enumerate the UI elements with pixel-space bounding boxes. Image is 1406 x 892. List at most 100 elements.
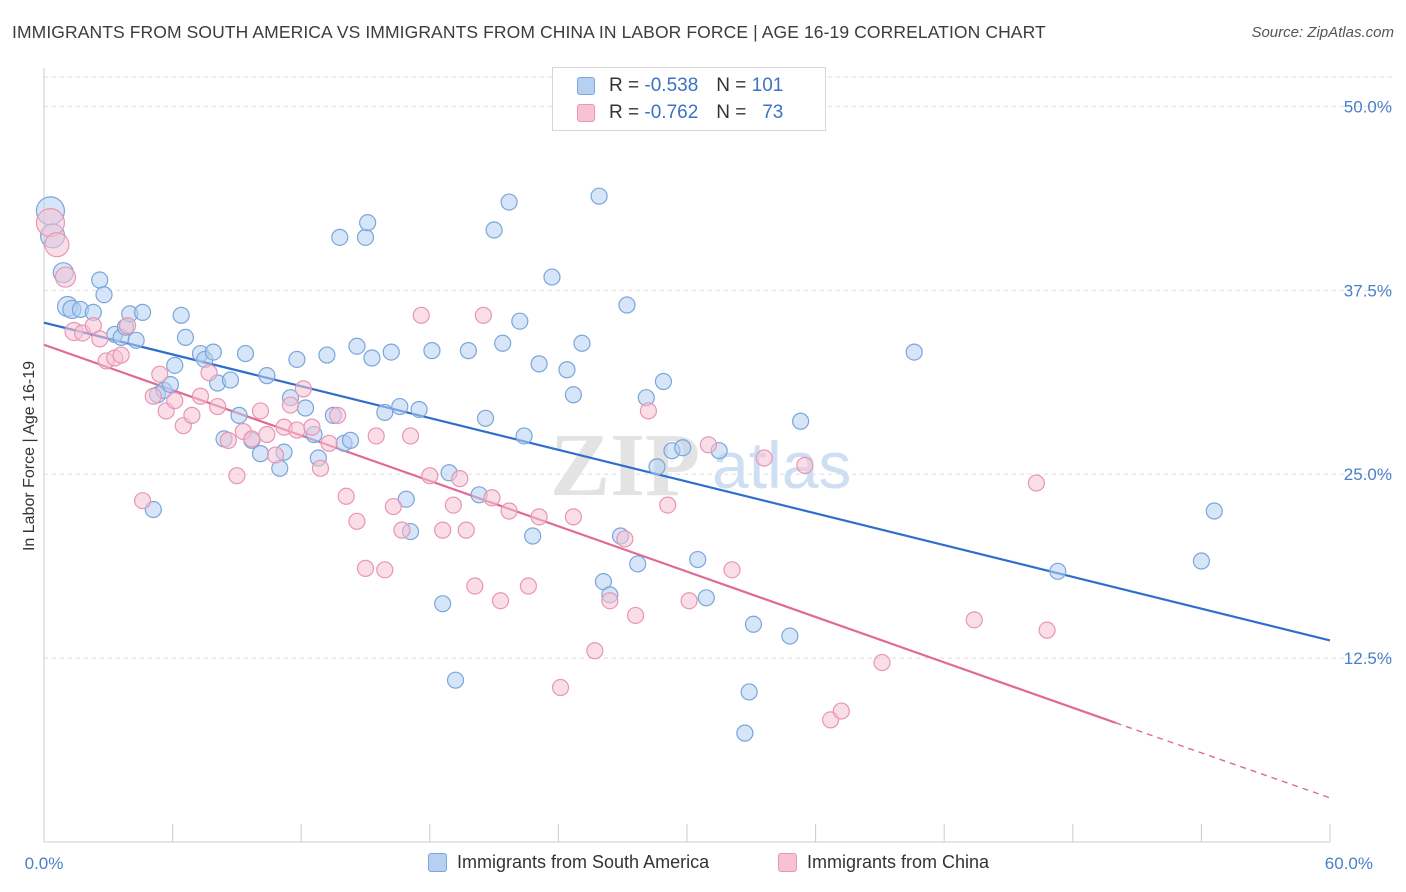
legend-r-label: R = (609, 102, 640, 123)
point-south-america (172, 306, 190, 324)
point-china (320, 434, 338, 452)
point-china (91, 330, 109, 348)
point-china (209, 397, 227, 416)
point-china (228, 467, 246, 485)
point-china (680, 592, 698, 610)
point-china (434, 521, 452, 539)
point-south-america (485, 221, 503, 239)
point-south-america (590, 187, 608, 205)
y-tick-label: 37.5% (1344, 281, 1392, 300)
point-south-america (744, 615, 763, 633)
point-china (54, 266, 77, 288)
point-south-america (573, 334, 591, 352)
series-name-china: Immigrants from China (807, 852, 990, 872)
point-china (796, 456, 814, 474)
point-china (832, 702, 850, 720)
point-south-america (258, 367, 276, 385)
series-legend-china: Immigrants from China (778, 852, 989, 873)
point-china (258, 425, 276, 444)
point-china (639, 402, 658, 420)
point-china (564, 508, 583, 526)
point-south-america (629, 555, 647, 573)
point-south-america (689, 550, 707, 569)
point-south-america (524, 527, 542, 545)
point-south-america (382, 343, 400, 361)
point-south-america (740, 683, 758, 701)
point-south-america (459, 342, 477, 360)
point-china (500, 502, 518, 520)
point-china (626, 606, 645, 625)
legend-n-label: N = (716, 102, 747, 123)
point-china (519, 577, 537, 595)
point-south-america (1205, 502, 1223, 520)
point-china (474, 306, 492, 324)
x-tick-label-max: 60.0% (1325, 854, 1373, 873)
point-china (723, 561, 741, 579)
point-china (601, 592, 619, 610)
point-china (243, 430, 261, 448)
point-china (294, 380, 312, 398)
point-china (183, 406, 201, 424)
data-points (35, 187, 1223, 742)
point-china (303, 418, 321, 436)
point-china (401, 427, 420, 445)
y-axis-label: In Labor Force | Age 16-19 (21, 361, 38, 551)
point-china (444, 496, 462, 514)
point-south-america (127, 331, 145, 349)
point-china (191, 387, 210, 405)
axes (43, 68, 1331, 843)
point-china (166, 392, 184, 410)
point-china (348, 512, 366, 530)
point-china (699, 436, 718, 454)
correlation-legend: R = -0.538 N = 101 R = -0.762 N = 73 (552, 67, 826, 131)
point-south-america (674, 439, 692, 457)
legend-swatch-china (577, 104, 595, 122)
point-china (118, 317, 137, 335)
point-china (421, 467, 439, 485)
point-china (251, 402, 270, 420)
point-south-america (476, 409, 495, 427)
point-south-america (318, 346, 336, 364)
point-china (659, 496, 677, 514)
legend-row-south-america: R = -0.538 N = 101 (577, 74, 783, 98)
point-south-america (391, 397, 409, 416)
y-tick-label: 50.0% (1344, 97, 1392, 116)
point-china (112, 346, 130, 364)
point-south-america (500, 193, 518, 211)
point-china (367, 427, 385, 445)
series-legend-south-america: Immigrants from South America (428, 852, 709, 873)
y-tick-labels: 12.5% 25.0% 37.5% 50.0% (1344, 97, 1392, 668)
point-china (457, 521, 475, 539)
series-name-south-america: Immigrants from South America (457, 852, 710, 872)
point-south-america (494, 334, 512, 352)
point-south-america (230, 406, 248, 424)
point-south-america (348, 337, 366, 355)
point-china (451, 470, 469, 488)
point-china (329, 406, 347, 424)
point-china (281, 396, 300, 414)
point-south-america (515, 427, 533, 445)
point-china (288, 421, 306, 439)
grid-lines (44, 76, 1392, 659)
point-south-america (654, 372, 673, 391)
point-south-america (736, 724, 754, 742)
point-south-america (410, 400, 428, 419)
legend-row-china: R = -0.762 N = 73 (577, 101, 783, 125)
source-credit: Source: ZipAtlas.com (1251, 24, 1394, 41)
trend-lines (43, 321, 1331, 799)
x-tick-labels: 0.0% 60.0% (25, 854, 1373, 873)
point-china (266, 446, 285, 464)
point-south-america (618, 296, 636, 314)
legend-r-label: R = (609, 75, 640, 96)
trend-line-china-extension (1115, 722, 1331, 799)
point-china (151, 365, 169, 383)
point-south-america (251, 445, 270, 463)
point-south-america (166, 356, 184, 374)
series-swatch-south-america (428, 853, 447, 872)
point-china (1027, 474, 1045, 492)
point-south-america (648, 458, 666, 476)
series-swatch-china (778, 853, 797, 872)
watermark-atlas: atlas (712, 428, 851, 502)
point-china (755, 449, 773, 467)
point-south-america (341, 431, 360, 449)
